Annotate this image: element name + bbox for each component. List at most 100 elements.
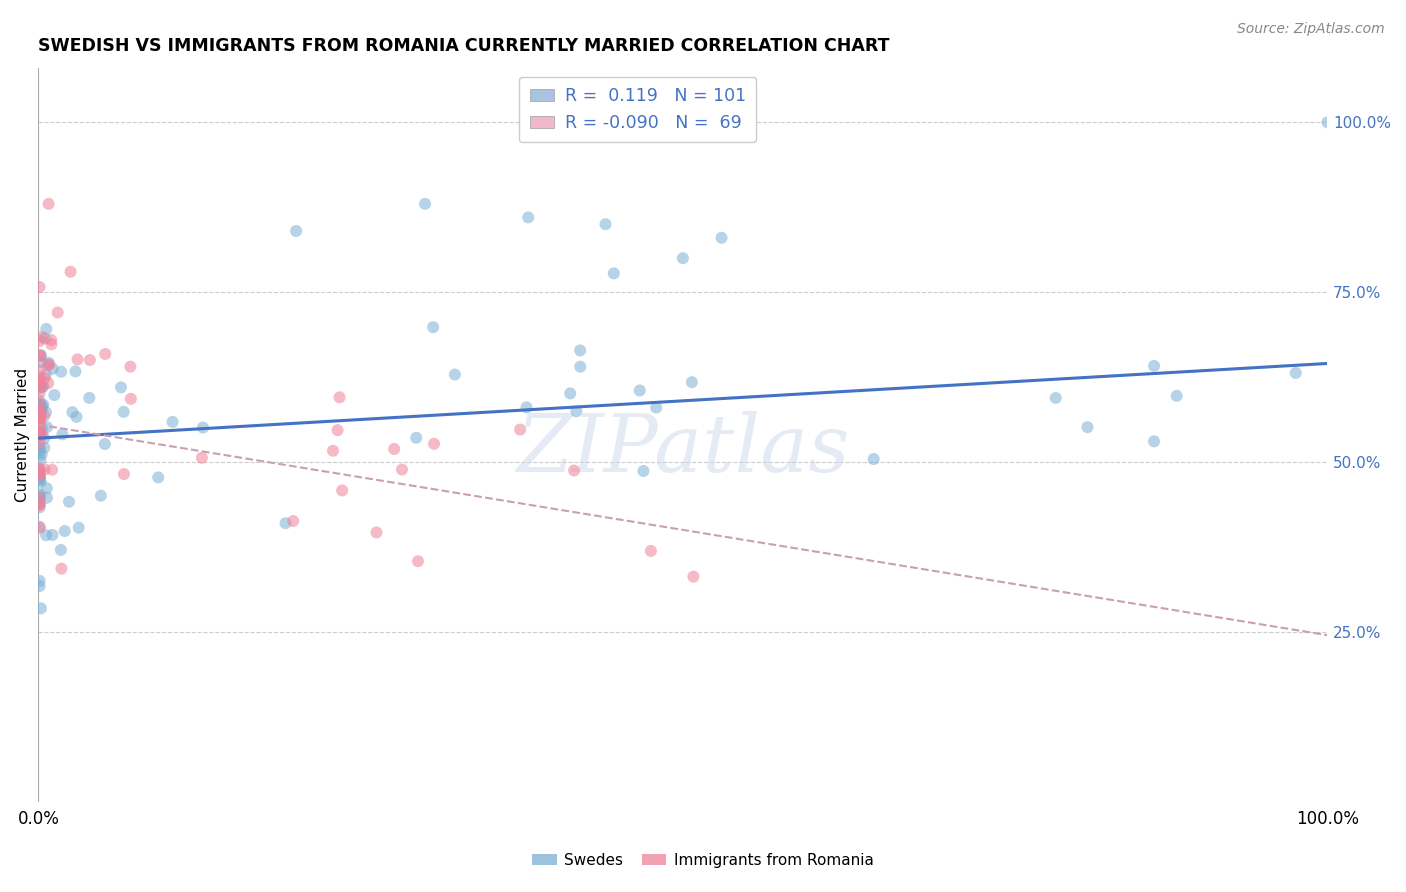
Point bbox=[1285, 366, 1308, 380]
Point bbox=[28, 416, 51, 430]
Text: SWEDISH VS IMMIGRANTS FROM ROMANIA CURRENTLY MARRIED CORRELATION CHART: SWEDISH VS IMMIGRANTS FROM ROMANIA CURRE… bbox=[38, 37, 890, 55]
Point bbox=[60, 405, 83, 419]
Point bbox=[32, 409, 55, 423]
Point bbox=[28, 428, 51, 442]
Point bbox=[191, 450, 214, 465]
Point bbox=[32, 432, 55, 446]
Point bbox=[35, 405, 58, 419]
Point bbox=[28, 426, 51, 441]
Point bbox=[28, 349, 51, 363]
Point bbox=[28, 422, 51, 436]
Point bbox=[28, 426, 51, 441]
Point bbox=[79, 391, 101, 405]
Point bbox=[28, 363, 51, 377]
Point bbox=[413, 197, 436, 211]
Point bbox=[30, 348, 52, 362]
Point bbox=[35, 491, 58, 505]
Point bbox=[322, 443, 344, 458]
Point bbox=[34, 331, 56, 345]
Point bbox=[28, 412, 51, 426]
Point bbox=[391, 462, 413, 476]
Point bbox=[28, 380, 51, 394]
Point bbox=[39, 333, 62, 347]
Point bbox=[28, 406, 51, 420]
Point bbox=[28, 373, 51, 387]
Point bbox=[90, 489, 112, 503]
Point bbox=[633, 464, 655, 478]
Point bbox=[672, 251, 695, 265]
Point bbox=[274, 516, 297, 531]
Point bbox=[28, 491, 51, 505]
Point bbox=[32, 379, 55, 393]
Point bbox=[28, 418, 51, 433]
Point bbox=[31, 448, 53, 462]
Point bbox=[31, 428, 53, 442]
Point bbox=[31, 330, 53, 344]
Point bbox=[112, 467, 135, 481]
Point bbox=[58, 495, 80, 509]
Point bbox=[569, 359, 592, 374]
Point bbox=[162, 415, 184, 429]
Text: ZIPatlas: ZIPatlas bbox=[516, 410, 849, 488]
Point bbox=[28, 422, 51, 436]
Point bbox=[1316, 115, 1339, 129]
Point bbox=[31, 379, 53, 393]
Point bbox=[28, 397, 51, 411]
Point bbox=[41, 463, 63, 477]
Point bbox=[28, 463, 51, 477]
Point bbox=[30, 601, 52, 615]
Point bbox=[862, 452, 884, 467]
Point bbox=[44, 388, 66, 402]
Point bbox=[34, 371, 56, 385]
Point bbox=[28, 441, 51, 455]
Point bbox=[560, 386, 582, 401]
Point bbox=[94, 347, 117, 361]
Point bbox=[28, 402, 51, 417]
Point bbox=[283, 514, 305, 528]
Point bbox=[28, 579, 51, 593]
Point bbox=[1045, 391, 1067, 405]
Point bbox=[67, 521, 90, 535]
Point bbox=[28, 467, 51, 481]
Point bbox=[28, 442, 51, 456]
Point bbox=[28, 386, 51, 401]
Point bbox=[28, 521, 51, 535]
Point bbox=[35, 420, 58, 434]
Point bbox=[28, 404, 51, 418]
Point bbox=[28, 428, 51, 442]
Point bbox=[330, 483, 353, 498]
Point bbox=[28, 500, 51, 515]
Point bbox=[65, 409, 87, 424]
Point bbox=[517, 211, 540, 225]
Point bbox=[406, 554, 429, 568]
Point bbox=[28, 445, 51, 459]
Point bbox=[66, 352, 89, 367]
Point bbox=[28, 423, 51, 437]
Point bbox=[30, 403, 52, 417]
Point bbox=[1143, 434, 1166, 449]
Point bbox=[569, 343, 592, 358]
Point bbox=[35, 481, 58, 495]
Point bbox=[32, 398, 55, 412]
Point bbox=[46, 305, 69, 319]
Point bbox=[628, 384, 651, 398]
Point bbox=[30, 407, 52, 421]
Point bbox=[423, 437, 446, 451]
Point bbox=[41, 528, 63, 542]
Point bbox=[148, 470, 170, 484]
Point bbox=[640, 544, 662, 558]
Point bbox=[328, 390, 350, 404]
Point bbox=[28, 470, 51, 484]
Point bbox=[28, 461, 51, 475]
Point bbox=[366, 525, 388, 540]
Point bbox=[28, 491, 51, 506]
Point bbox=[38, 358, 60, 372]
Point bbox=[28, 468, 51, 483]
Point bbox=[28, 409, 51, 424]
Point bbox=[28, 405, 51, 419]
Point bbox=[28, 489, 51, 503]
Point bbox=[1076, 420, 1098, 434]
Point bbox=[444, 368, 467, 382]
Point bbox=[79, 353, 101, 368]
Point bbox=[562, 463, 585, 477]
